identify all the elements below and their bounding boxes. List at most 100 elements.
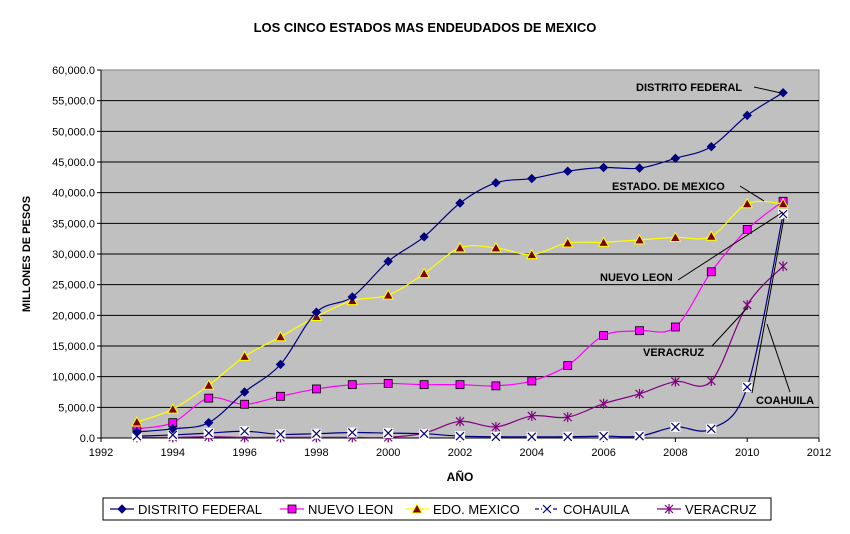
data-point-edo-mexico (131, 416, 143, 427)
data-point-veracruz (635, 388, 644, 399)
data-point-edo-mexico (561, 236, 574, 248)
data-point-edo-mexico (633, 233, 646, 245)
data-point-edo-mexico (669, 231, 682, 242)
data-point-edo-mexico (418, 267, 430, 279)
data-point-cohauila (167, 429, 178, 440)
data-point-nuevo-leon (599, 331, 608, 340)
data-point-distrito-federal (383, 256, 393, 267)
data-point-edo-mexico (777, 197, 789, 209)
data-point-cohauila (706, 423, 717, 434)
data-point-distrito-federal (239, 387, 250, 397)
y-axis-ticks: 0.0 5,000.0 10,000.0 15,000.0 20,000.0 25,000… (52, 65, 102, 445)
x-tick-label: 2012 (807, 447, 831, 459)
annotation-arrow-nuevo-leon (677, 211, 784, 281)
data-point-nuevo-leon (204, 393, 214, 403)
legend-item-edo-mexico: EDO. MEXICO (405, 502, 520, 517)
data-point-cohauila (490, 431, 501, 442)
data-point-nuevo-leon (276, 391, 285, 401)
legend-label: EDO. MEXICO (433, 502, 520, 517)
data-point-cohauila (742, 382, 753, 393)
data-point-distrito-federal (275, 359, 286, 370)
data-point-nuevo-leon (491, 381, 501, 391)
data-point-distrito-federal (455, 198, 465, 208)
y-tick-label: 55,000.0 (52, 96, 95, 108)
data-point-cohauila (455, 431, 465, 442)
data-point-veracruz (599, 398, 609, 409)
data-point-distrito-federal (706, 141, 717, 152)
series-distrito-federal (132, 87, 788, 437)
data-point-cohauila (347, 427, 358, 438)
y-tick-label: 25,000.0 (52, 280, 95, 292)
legend-label: COHAUILA (563, 502, 630, 517)
data-point-nuevo-leon (563, 361, 573, 371)
data-point-cohauila (778, 209, 789, 220)
annotation-arrow-estado-de-mexico (739, 185, 765, 202)
x-tick-label: 2002 (448, 447, 472, 459)
legend-swatch-marker (287, 504, 297, 514)
data-point-cohauila (239, 426, 250, 437)
legend-item-distrito-federal: DISTRITO FEDERAL (110, 502, 262, 517)
legend-swatch-marker (542, 504, 552, 514)
data-point-edo-mexico (490, 241, 502, 253)
data-point-distrito-federal (634, 163, 645, 173)
x-tick-label: 1996 (232, 447, 256, 459)
data-point-distrito-federal (419, 232, 429, 242)
data-point-nuevo-leon (455, 380, 465, 390)
data-point-edo-mexico (238, 350, 251, 361)
data-point-edo-mexico (741, 197, 754, 209)
data-point-nuevo-leon (706, 267, 716, 277)
data-point-cohauila (634, 431, 645, 442)
data-point-cohauila (598, 431, 609, 442)
data-point-distrito-federal (491, 178, 501, 188)
data-point-nuevo-leon (419, 380, 429, 390)
data-point-distrito-federal (347, 292, 358, 302)
y-tick-label: 15,000.0 (52, 341, 95, 353)
annotation-arrow-coahuila-1 (766, 323, 791, 393)
data-point-cohauila (419, 428, 430, 439)
annotation-arrow-veracruz (711, 306, 749, 347)
data-point-edo-mexico (705, 230, 718, 241)
y-tick-label: 45,000.0 (52, 157, 95, 169)
series-layer (131, 87, 789, 443)
legend: DISTRITO FEDERAL NUEVO LEON EDO. MEXICO COH… (102, 497, 772, 521)
annotations: DISTRITO FEDERAL ESTADO. DE MEXICO NUEVO… (600, 82, 814, 407)
data-point-distrito-federal (598, 162, 609, 173)
y-tick-label: 0.0 (80, 433, 95, 445)
legend-item-nuevo-leon: NUEVO LEON (280, 502, 393, 517)
annotation-estado-de-mexico: ESTADO. DE MEXICO (612, 181, 725, 193)
data-point-veracruz (706, 375, 716, 386)
legend-item-cohauila: COHAUILA (535, 502, 630, 517)
legend-swatch-marker (411, 502, 423, 514)
y-tick-label: 30,000.0 (52, 249, 95, 261)
data-point-cohauila (383, 428, 394, 439)
y-tick-label: 40,000.0 (52, 188, 95, 200)
data-point-nuevo-leon (671, 322, 680, 332)
data-point-veracruz (563, 412, 573, 423)
data-point-distrito-federal (527, 173, 537, 184)
data-point-nuevo-leon (240, 399, 250, 409)
series-nuevo-leon (132, 196, 788, 434)
annotation-coahuila: COAHUILA (756, 395, 814, 407)
data-point-distrito-federal (670, 153, 681, 164)
data-point-cohauila (275, 429, 286, 440)
data-point-edo-mexico (166, 403, 179, 414)
legend-label: NUEVO LEON (308, 502, 393, 517)
annotation-distrito-federal: DISTRITO FEDERAL (636, 82, 742, 94)
x-tick-label: 2010 (735, 447, 759, 459)
data-point-cohauila (526, 431, 537, 442)
data-point-distrito-federal (311, 307, 322, 317)
x-tick-label: 1994 (161, 447, 185, 459)
y-tick-label: 50,000.0 (52, 126, 95, 138)
series-edo-mexico (131, 197, 789, 427)
grid-lines (101, 100, 819, 408)
data-point-cohauila (203, 428, 214, 439)
data-point-veracruz (455, 416, 465, 427)
data-point-nuevo-leon (527, 376, 537, 386)
annotation-arrow-coahuila-2 (751, 217, 785, 394)
data-point-edo-mexico (454, 241, 466, 253)
data-point-veracruz (778, 261, 788, 272)
data-point-cohauila (670, 421, 681, 432)
data-point-cohauila (311, 428, 322, 439)
legend-swatch-marker (117, 504, 127, 514)
